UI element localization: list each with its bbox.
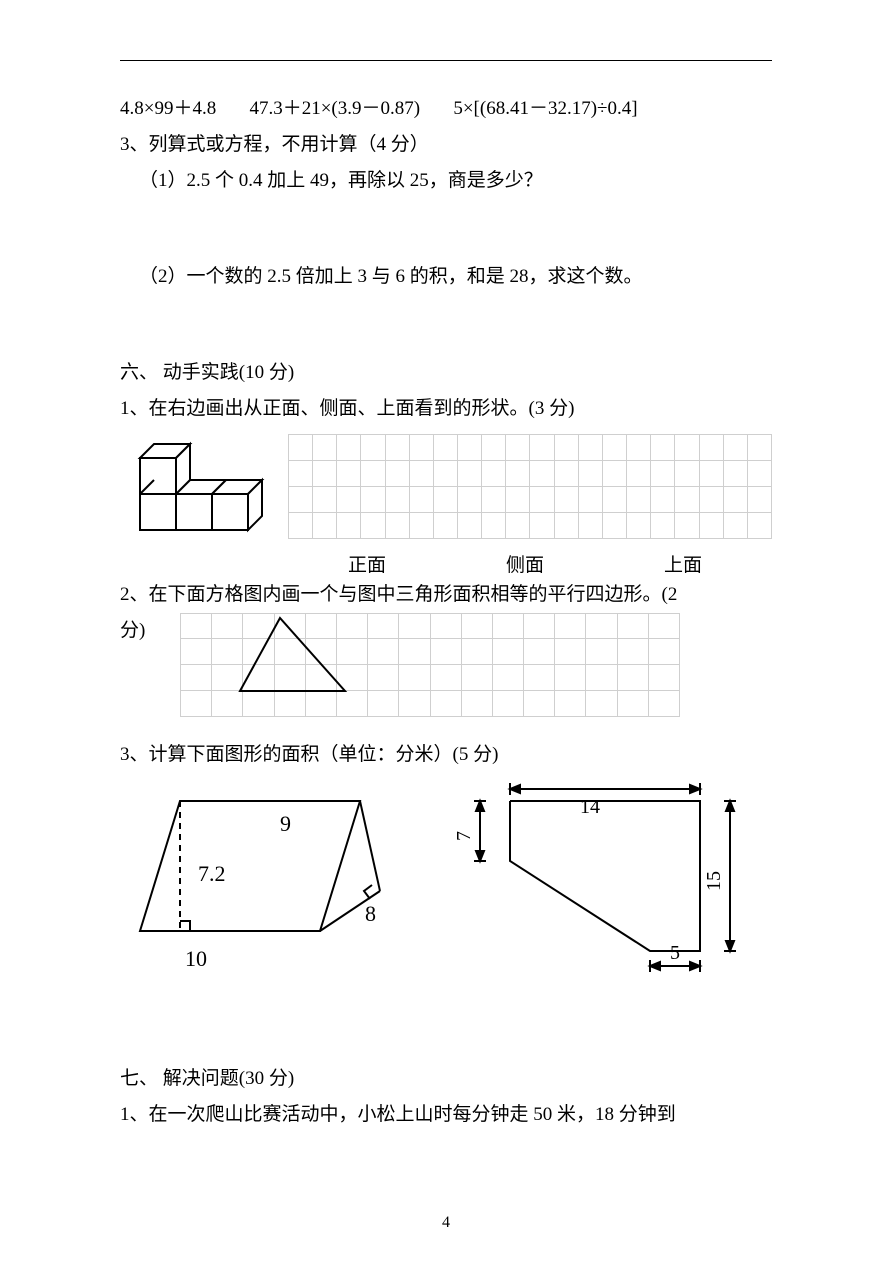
section-6-q1-figure-row [120, 434, 772, 544]
section-6-q2-row: 分) [120, 613, 772, 717]
label-15: 15 [703, 871, 725, 891]
label-7: 7 [453, 831, 475, 841]
question-3: 3、列算式或方程，不用计算（4 分） [120, 127, 772, 163]
label-10: 10 [185, 946, 207, 971]
label-side: 侧面 [506, 550, 544, 577]
question-3-1: （1）2.5 个 0.4 加上 49，再除以 25，商是多少？ [139, 163, 772, 199]
figure-composite: 14 7 15 5 [440, 781, 760, 981]
label-8: 8 [365, 901, 376, 926]
page: 4.8×99＋4.8 47.3＋21×(3.9－0.87) 5×[(68.41－… [0, 0, 892, 1262]
question-3-2: （2）一个数的 2.5 倍加上 3 与 6 的积，和是 28，求这个数。 [139, 259, 772, 295]
label-14: 14 [580, 796, 600, 818]
expr-b: 47.3＋21×(3.9－0.87) [249, 98, 420, 119]
top-rule [120, 60, 772, 61]
section-6-q3: 3、计算下面图形的面积（单位：分米）(5 分) [120, 737, 772, 773]
section-7-q1: 1、在一次爬山比赛活动中，小松上山时每分钟走 50 米，18 分钟到 [120, 1097, 772, 1133]
section-6-q3-figures: 9 7.2 8 10 [120, 781, 772, 981]
cube-isometric [120, 434, 280, 544]
section-7-title: 七、 解决问题(30 分) [120, 1061, 772, 1097]
view-labels: 正面 侧面 上面 [288, 550, 772, 577]
label-top: 上面 [664, 550, 702, 577]
label-5: 5 [670, 942, 680, 964]
label-front: 正面 [348, 550, 386, 577]
expr-c: 5×[(68.41－32.17)÷0.4] [453, 98, 637, 119]
label-7-2: 7.2 [198, 861, 226, 886]
answer-grid-views [288, 434, 772, 539]
section-6-title: 六、 动手实践(10 分) [120, 355, 772, 391]
expression-row: 4.8×99＋4.8 47.3＋21×(3.9－0.87) 5×[(68.41－… [120, 91, 772, 127]
section-6-q2-cont: 分) [120, 613, 180, 649]
section-6-q2: 2、在下面方格图内画一个与图中三角形面积相等的平行四边形。(2 [120, 577, 772, 613]
section-6-q1: 1、在右边画出从正面、侧面、上面看到的形状。(3 分) [120, 391, 772, 427]
label-9: 9 [280, 811, 291, 836]
page-number: 4 [0, 1214, 892, 1232]
figure-parallelogram: 9 7.2 8 10 [120, 781, 420, 981]
expr-a: 4.8×99＋4.8 [120, 98, 216, 119]
triangle-grid [180, 613, 680, 717]
